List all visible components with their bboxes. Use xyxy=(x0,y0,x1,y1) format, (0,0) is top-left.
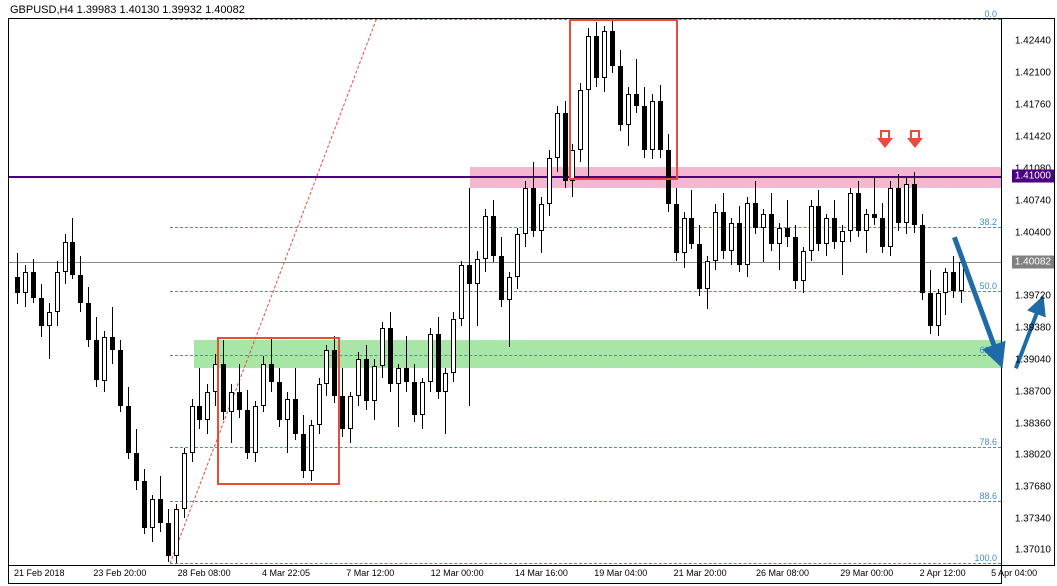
x-tick-label: 7 Mar 12:00 xyxy=(346,568,394,578)
y-tick-label: 1.42440 xyxy=(1015,36,1051,47)
y-tick-label: 1.37010 xyxy=(1015,545,1051,556)
y-tick-label: 1.41760 xyxy=(1015,100,1051,111)
y-tick-label: 1.40740 xyxy=(1015,195,1051,206)
purple-price-label: 1.41000 xyxy=(1012,170,1054,183)
x-tick-label: 23 Feb 20:00 xyxy=(93,568,146,578)
fib-label-88.6: 88.6 xyxy=(979,491,997,501)
x-tick-label: 12 Mar 00:00 xyxy=(431,568,484,578)
y-tick-label: 1.38360 xyxy=(1015,418,1051,429)
fib-label-100.0: 100.0 xyxy=(974,553,997,563)
current-price-label: 1.40082 xyxy=(1012,256,1054,269)
fib-line-38.2 xyxy=(170,227,1001,228)
x-tick-label: 4 Mar 22:05 xyxy=(262,568,310,578)
y-tick-label: 1.39380 xyxy=(1015,323,1051,334)
x-tick-label: 21 Feb 2018 xyxy=(14,568,65,578)
fib-line-88.6 xyxy=(170,501,1001,502)
x-tick-label: 14 Mar 16:00 xyxy=(515,568,568,578)
y-axis: 1.424401.421001.417601.414201.410801.407… xyxy=(1002,18,1055,566)
fib-label-0.0: 0.0 xyxy=(984,9,997,19)
plot-area[interactable]: 0.038.250.061.878.688.6100.0 xyxy=(8,18,1002,566)
y-tick-label: 1.38020 xyxy=(1015,450,1051,461)
x-tick-label: 2 Apr 12:00 xyxy=(920,568,966,578)
chart-container: GBPUSD,H4 1.39983 1.40130 1.39932 1.4008… xyxy=(0,0,1057,586)
fib-label-78.6: 78.6 xyxy=(979,437,997,447)
box-right xyxy=(569,19,677,180)
x-axis: 21 Feb 2018 23 Feb 20:00 28 Feb 08:00 4 Mar… xyxy=(8,566,1002,584)
chart-title: GBPUSD,H4 1.39983 1.40130 1.39932 1.4008… xyxy=(10,4,245,16)
y-tick-label: 1.38700 xyxy=(1015,386,1051,397)
fib-label-50.0: 50.0 xyxy=(979,281,997,291)
current-price-line xyxy=(9,262,1001,263)
y-tick-label: 1.37680 xyxy=(1015,482,1051,493)
y-tick-label: 1.42100 xyxy=(1015,68,1051,79)
fib-line-50.0 xyxy=(170,291,1001,292)
y-tick-label: 1.39040 xyxy=(1015,354,1051,365)
ohlc-label: 1.39983 1.40130 1.39932 1.40082 xyxy=(77,4,245,16)
y-tick-label: 1.37340 xyxy=(1015,514,1051,525)
y-tick-label: 1.40400 xyxy=(1015,227,1051,238)
y-tick-label: 1.41420 xyxy=(1015,132,1051,143)
fib-label-38.2: 38.2 xyxy=(979,217,997,227)
y-tick-label: 1.39720 xyxy=(1015,291,1051,302)
x-tick-label: 29 Mar 00:00 xyxy=(840,568,893,578)
x-tick-label: 26 Mar 08:00 xyxy=(756,568,809,578)
x-tick-label: 5 Apr 04:00 xyxy=(991,568,1037,578)
fib-line-100.0 xyxy=(170,563,1001,564)
fib-label-61.8: 61.8 xyxy=(979,345,997,355)
symbol-label: GBPUSD,H4 xyxy=(10,4,74,16)
purple-horizontal-line xyxy=(9,176,1001,178)
box-left xyxy=(217,337,340,484)
x-tick-label: 19 Mar 04:00 xyxy=(594,568,647,578)
x-tick-label: 21 Mar 20:00 xyxy=(674,568,727,578)
x-tick-label: 28 Feb 08:00 xyxy=(178,568,231,578)
